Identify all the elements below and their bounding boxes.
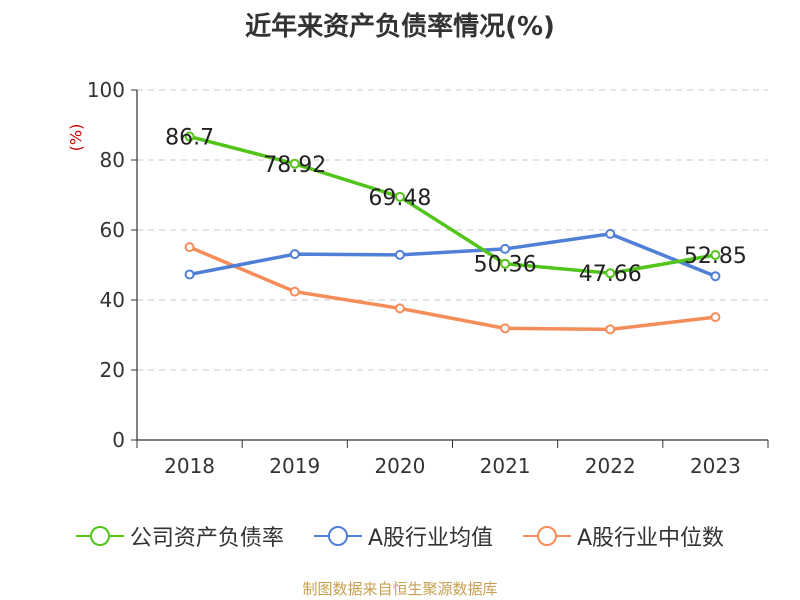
data-point <box>394 191 405 202</box>
y-tick-label: 40 <box>100 288 125 312</box>
legend-item[interactable]: A股行业均值 <box>313 520 493 552</box>
data-point <box>500 243 511 254</box>
y-tick-label: 60 <box>100 218 125 242</box>
x-tick-label: 2021 <box>480 454 531 478</box>
x-tick-label: 2022 <box>585 454 636 478</box>
label-layer: 86.7 78.92 69.48 50.36 47.66 52.85 <box>165 126 747 288</box>
data-point <box>605 324 616 335</box>
data-point <box>605 268 616 279</box>
series-line <box>187 245 718 332</box>
data-label: 86.7 <box>165 126 214 151</box>
legend-label: 公司资产负债率 <box>129 526 284 551</box>
data-point <box>710 250 721 261</box>
y-tick-label: 20 <box>100 358 125 382</box>
data-point <box>394 249 405 260</box>
y-tick-label: 100 <box>87 78 125 102</box>
data-label: 47.66 <box>579 262 642 287</box>
data-point <box>289 158 300 169</box>
data-point <box>184 242 195 253</box>
legend-item[interactable]: A股行业中位数 <box>523 520 724 552</box>
data-point <box>394 303 405 314</box>
series-line <box>187 232 718 278</box>
legend-label: A股行业中位数 <box>577 526 725 551</box>
y-tick-label: 0 <box>112 428 125 452</box>
data-label: 78.92 <box>263 153 326 178</box>
legend-marker-icon <box>313 524 362 548</box>
data-point <box>710 271 721 282</box>
x-tick-label: 2019 <box>269 454 320 478</box>
source-note: 制图数据来自恒生聚源数据库 <box>302 580 498 598</box>
y-tick-label: 80 <box>100 148 125 172</box>
series-layer <box>184 131 721 335</box>
data-point <box>184 269 195 280</box>
legend-marker-icon <box>75 524 124 548</box>
legend-item[interactable]: 公司资产负债率 <box>75 520 284 552</box>
x-tick-label: 2023 <box>690 454 741 478</box>
data-label: 50.36 <box>474 253 537 278</box>
data-point <box>710 312 721 323</box>
data-point <box>289 286 300 297</box>
data-label: 69.48 <box>368 186 431 211</box>
legend-label: A股行业均值 <box>367 526 493 551</box>
chart-legend: 公司资产负债率 A股行业均值 A股行业中位数 <box>0 520 800 552</box>
x-tick-label: 2018 <box>164 454 215 478</box>
data-point <box>500 258 511 269</box>
series-line <box>187 134 718 275</box>
chart-title: 近年来资产负债率情况(%) <box>245 12 555 42</box>
data-point <box>500 323 511 334</box>
data-point <box>605 228 616 239</box>
x-tick-label: 2020 <box>374 454 425 478</box>
data-label: 52.85 <box>684 244 747 269</box>
legend-marker-icon <box>523 524 571 548</box>
data-point <box>184 131 195 142</box>
data-point <box>289 249 300 260</box>
axis-layer: 0 20 40 60 80 100 2018 2019 2020 2021 2022 2023 <box>87 78 769 478</box>
